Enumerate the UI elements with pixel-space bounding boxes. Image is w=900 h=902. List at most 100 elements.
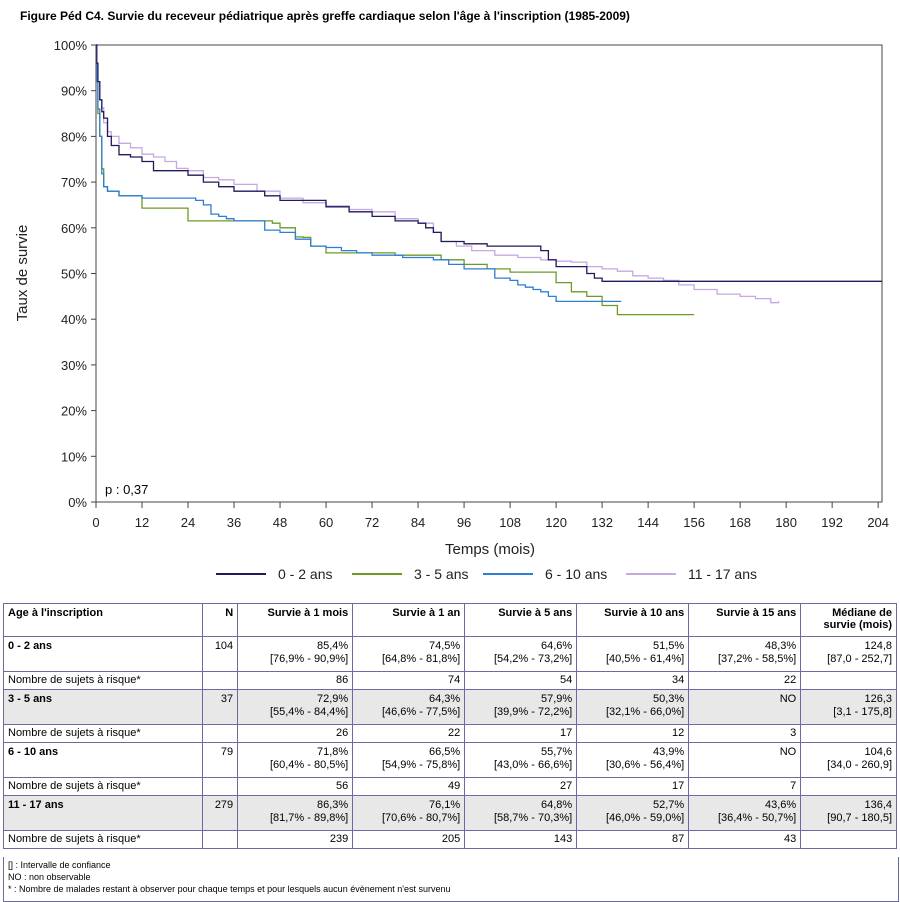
confidence-interval: [46,6% - 77,5%] (381, 706, 461, 718)
confidence-interval: [39,9% - 72,2%] (493, 706, 573, 718)
risk-n-empty (201, 671, 239, 690)
survival-cell: 124,8 [87,0 - 252,7] (800, 636, 897, 672)
risk-count: 239 (237, 830, 354, 849)
risk-count: 22 (352, 724, 466, 743)
survival-cell: 64,6% [54,2% - 73,2%] (464, 636, 578, 672)
confidence-interval: [64,8% - 81,8%] (381, 653, 461, 665)
group-label: 3 - 5 ans (3, 689, 203, 725)
risk-label: Nombre de sujets à risque* (3, 671, 203, 690)
x-tick-label: 156 (683, 515, 705, 530)
survival-value: 126,3 (864, 693, 892, 705)
table-row-at-risk: Nombre de sujets à risque* 26 22 17 12 3 (3, 724, 897, 743)
risk-count: 22 (688, 671, 802, 690)
col-header-10-years: Survie à 10 ans (576, 603, 690, 637)
survival-cell: 74,5% [64,8% - 81,8%] (352, 636, 466, 672)
risk-count: 74 (352, 671, 466, 690)
table-header-row: Age à l'inscription N Survie à 1 mois Su… (3, 603, 897, 637)
confidence-interval: [54,9% - 75,8%] (381, 759, 461, 771)
survival-cell: 51,5% [40,5% - 61,4%] (576, 636, 690, 672)
confidence-interval: [60,4% - 80,5%] (269, 759, 349, 771)
confidence-interval: [54,2% - 73,2%] (493, 653, 573, 665)
risk-label: Nombre de sujets à risque* (3, 777, 203, 796)
confidence-interval: [55,4% - 84,4%] (269, 706, 349, 718)
survival-value: NO (779, 693, 797, 705)
survival-value: 85,4% (317, 640, 349, 652)
survival-value: 64,3% (429, 693, 461, 705)
confidence-interval: [58,7% - 70,3%] (493, 812, 573, 824)
risk-count: 43 (688, 830, 802, 849)
x-axis-title: Temps (mois) (445, 541, 535, 558)
survival-cell: 55,7% [43,0% - 66,6%] (464, 742, 578, 778)
survival-cell: 76,1% [70,6% - 80,7%] (352, 795, 466, 831)
legend-label: 11 - 17 ans (688, 566, 757, 582)
survival-value: NO (779, 746, 797, 758)
risk-count: 56 (237, 777, 354, 796)
confidence-interval: [40,5% - 61,4%] (605, 653, 685, 665)
survival-cell: 52,7% [46,0% - 59,0%] (576, 795, 690, 831)
survival-value: 136,4 (864, 799, 892, 811)
note-ci: [] : Intervalle de confiance (8, 860, 111, 870)
survival-cell: 85,4% [76,9% - 90,9%] (237, 636, 354, 672)
risk-label: Nombre de sujets à risque* (3, 830, 203, 849)
confidence-interval: [3,1 - 175,8] (833, 706, 892, 718)
table-row-at-risk: Nombre de sujets à risque* 56 49 27 17 7 (3, 777, 897, 796)
risk-count: 12 (576, 724, 690, 743)
survival-cell: 57,9% [39,9% - 72,2%] (464, 689, 578, 725)
group-n: 279 (201, 795, 239, 831)
figure-title: Figure Péd C4. Survie du receveur pédiat… (20, 9, 630, 23)
col-header-15-years: Survie à 15 ans (688, 603, 802, 637)
risk-label: Nombre de sujets à risque* (3, 724, 203, 743)
col-header-5-years: Survie à 5 ans (464, 603, 578, 637)
y-tick-label: 10% (61, 449, 87, 464)
x-tick-label: 84 (411, 515, 425, 530)
table-row: 6 - 10 ans 79 71,8% [60,4% - 80,5%] 66,5% [54… (3, 742, 897, 778)
survival-cell: 136,4 [90,7 - 180,5] (800, 795, 897, 831)
y-tick-label: 90% (61, 84, 87, 99)
confidence-interval: [37,2% - 58,5%] (717, 653, 797, 665)
survival-cell: 104,6 [34,0 - 260,9] (800, 742, 897, 778)
risk-count: 27 (464, 777, 578, 796)
survival-cell: 64,8% [58,7% - 70,3%] (464, 795, 578, 831)
series-line-1 (96, 44, 695, 316)
survival-value: 64,8% (541, 799, 573, 811)
x-tick-label: 72 (365, 515, 379, 530)
risk-n-empty (201, 777, 239, 796)
survival-value: 57,9% (541, 693, 573, 705)
risk-count: 54 (464, 671, 578, 690)
y-tick-label: 70% (61, 175, 87, 190)
series-line-2 (96, 44, 622, 303)
risk-count: 3 (688, 724, 802, 743)
survival-value: 48,3% (765, 640, 797, 652)
survival-value: 71,8% (317, 746, 349, 758)
y-tick-label: 80% (61, 129, 87, 144)
x-tick-label: 132 (591, 515, 613, 530)
confidence-interval: [90,7 - 180,5] (827, 812, 892, 824)
series-lines (96, 44, 882, 316)
x-tick-label: 192 (821, 515, 843, 530)
survival-value: 51,5% (653, 640, 685, 652)
risk-count: 17 (576, 777, 690, 796)
y-axis-title: Taux de survie (14, 225, 31, 322)
group-label: 6 - 10 ans (3, 742, 203, 778)
risk-count: 87 (576, 830, 690, 849)
x-tick-label: 60 (319, 515, 333, 530)
risk-count (800, 777, 897, 796)
survival-value: 43,9% (653, 746, 685, 758)
y-tick-label: 0% (68, 495, 87, 510)
y-tick-label: 100% (54, 38, 88, 53)
survival-value: 72,9% (317, 693, 349, 705)
survival-cell: 48,3% [37,2% - 58,5%] (688, 636, 802, 672)
group-label: 0 - 2 ans (3, 636, 203, 672)
table-row-at-risk: Nombre de sujets à risque* 239 205 143 87 43 (3, 830, 897, 849)
col-header-1-year: Survie à 1 an (352, 603, 466, 637)
risk-count: 205 (352, 830, 466, 849)
survival-value: 43,6% (765, 799, 797, 811)
confidence-interval: [32,1% - 66,0%] (605, 706, 685, 718)
survival-value: 50,3% (653, 693, 685, 705)
x-tick-label: 108 (499, 515, 521, 530)
y-axis: 0% 10% 20% 30% 40% 50% 60% 70% 80% 90% 100% (54, 38, 96, 510)
survival-value: 64,6% (541, 640, 573, 652)
legend-label: 6 - 10 ans (545, 566, 607, 582)
series-line-0 (96, 44, 882, 282)
x-tick-label: 120 (545, 515, 567, 530)
